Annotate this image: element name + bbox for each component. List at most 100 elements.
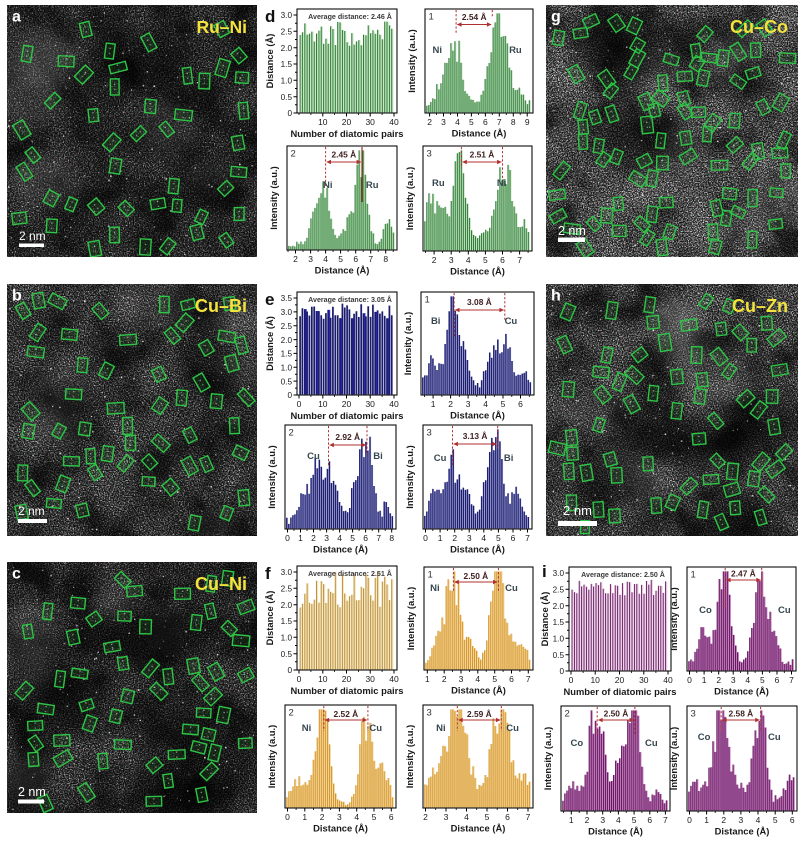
svg-text:7: 7 xyxy=(497,117,502,127)
svg-text:6: 6 xyxy=(775,675,780,685)
svg-text:2.5: 2.5 xyxy=(281,585,293,594)
svg-text:2: 2 xyxy=(289,708,294,719)
svg-text:Distance (Å): Distance (Å) xyxy=(714,686,769,697)
svg-text:Intensity (a.u.): Intensity (a.u.) xyxy=(542,727,553,791)
svg-text:2: 2 xyxy=(721,815,726,825)
svg-text:7: 7 xyxy=(663,815,668,825)
svg-text:Intensity (a.u.): Intensity (a.u.) xyxy=(268,166,279,230)
svg-text:Bi: Bi xyxy=(431,316,441,327)
svg-text:3.08 Å: 3.08 Å xyxy=(467,297,492,307)
svg-text:Distance (Å): Distance (Å) xyxy=(264,34,275,89)
svg-text:e: e xyxy=(265,290,274,309)
svg-text:Distance (Å): Distance (Å) xyxy=(264,316,275,371)
svg-text:7: 7 xyxy=(368,254,373,264)
svg-text:4: 4 xyxy=(475,674,480,684)
svg-text:2.50 Å: 2.50 Å xyxy=(604,709,629,719)
svg-text:1: 1 xyxy=(431,399,436,409)
svg-text:Number of diatomic pairs: Number of diatomic pairs xyxy=(290,128,403,139)
svg-text:3: 3 xyxy=(739,815,744,825)
svg-text:7: 7 xyxy=(376,533,381,543)
svg-text:3: 3 xyxy=(324,533,329,543)
svg-text:40: 40 xyxy=(389,117,399,127)
svg-text:0: 0 xyxy=(297,399,302,409)
svg-text:0: 0 xyxy=(285,533,290,543)
svg-text:Cu–Bi: Cu–Bi xyxy=(195,296,247,316)
svg-text:Co: Co xyxy=(570,738,583,749)
svg-text:2: 2 xyxy=(289,428,294,439)
svg-text:Number of diatomic pairs: Number of diatomic pairs xyxy=(290,685,403,696)
svg-text:20: 20 xyxy=(342,674,352,684)
svg-text:Ru: Ru xyxy=(432,178,445,189)
svg-text:10: 10 xyxy=(318,117,328,127)
svg-text:40: 40 xyxy=(389,674,399,684)
svg-text:d: d xyxy=(265,7,275,26)
svg-text:2: 2 xyxy=(716,675,721,685)
svg-text:b: b xyxy=(12,288,22,305)
svg-text:c: c xyxy=(12,566,21,583)
svg-text:0: 0 xyxy=(287,109,292,118)
svg-text:40: 40 xyxy=(389,399,399,409)
svg-text:30: 30 xyxy=(365,674,375,684)
svg-text:4: 4 xyxy=(466,255,471,265)
svg-text:7: 7 xyxy=(525,533,530,543)
svg-text:1.0: 1.0 xyxy=(553,635,565,644)
svg-text:1: 1 xyxy=(429,12,434,23)
svg-text:8: 8 xyxy=(383,254,388,264)
svg-text:Intensity (a.u.): Intensity (a.u.) xyxy=(266,445,277,509)
svg-text:Cu: Cu xyxy=(645,738,658,749)
svg-text:6: 6 xyxy=(518,399,523,409)
svg-text:2.92 Å: 2.92 Å xyxy=(335,432,360,442)
svg-text:Distance (Å): Distance (Å) xyxy=(313,823,368,834)
svg-text:2.59 Å: 2.59 Å xyxy=(467,709,492,719)
svg-text:7: 7 xyxy=(517,255,522,265)
svg-text:3: 3 xyxy=(308,254,313,264)
svg-text:0.5: 0.5 xyxy=(281,93,293,102)
svg-text:Distance (Å): Distance (Å) xyxy=(313,544,368,555)
svg-text:f: f xyxy=(265,564,271,583)
svg-text:2: 2 xyxy=(320,812,325,822)
svg-text:3: 3 xyxy=(444,812,449,822)
svg-text:Number of diatomic pairs: Number of diatomic pairs xyxy=(563,686,676,697)
svg-text:3.0: 3.0 xyxy=(281,11,293,20)
svg-text:Ru–Ni: Ru–Ni xyxy=(196,17,247,37)
svg-text:0: 0 xyxy=(569,675,574,685)
svg-text:40: 40 xyxy=(663,675,673,685)
svg-text:Cu–Ni: Cu–Ni xyxy=(195,574,247,594)
svg-text:Cu: Cu xyxy=(307,451,320,462)
svg-text:2.5: 2.5 xyxy=(281,28,293,37)
svg-text:2.0: 2.0 xyxy=(281,336,293,345)
svg-text:8: 8 xyxy=(389,533,394,543)
svg-text:1.5: 1.5 xyxy=(281,617,293,626)
svg-text:Co: Co xyxy=(698,732,711,743)
svg-text:Distance (Å): Distance (Å) xyxy=(715,826,770,837)
svg-text:4: 4 xyxy=(745,675,750,685)
svg-text:0: 0 xyxy=(297,674,302,684)
svg-text:Distance (Å): Distance (Å) xyxy=(588,826,643,837)
svg-text:Distance (Å): Distance (Å) xyxy=(264,591,275,646)
svg-text:0: 0 xyxy=(423,533,428,543)
svg-text:3: 3 xyxy=(466,399,471,409)
svg-text:4: 4 xyxy=(323,254,328,264)
svg-text:Average distance: 2.46 Å: Average distance: 2.46 Å xyxy=(308,12,392,21)
svg-text:7: 7 xyxy=(526,674,531,684)
svg-text:2: 2 xyxy=(293,254,298,264)
svg-text:6: 6 xyxy=(790,815,795,825)
svg-text:Distance (Å): Distance (Å) xyxy=(450,410,505,421)
svg-text:Cu: Cu xyxy=(505,316,518,327)
svg-text:2.0: 2.0 xyxy=(553,602,565,611)
svg-text:2.0: 2.0 xyxy=(281,44,293,53)
svg-text:3: 3 xyxy=(459,674,464,684)
svg-text:Cu: Cu xyxy=(505,583,518,594)
svg-text:i: i xyxy=(542,562,547,581)
svg-text:10: 10 xyxy=(590,675,600,685)
svg-text:1.0: 1.0 xyxy=(281,77,293,86)
svg-text:4: 4 xyxy=(455,117,460,127)
svg-text:2: 2 xyxy=(432,255,437,265)
svg-text:5: 5 xyxy=(338,254,343,264)
svg-text:2.5: 2.5 xyxy=(553,586,565,595)
svg-text:6: 6 xyxy=(511,533,516,543)
svg-text:6: 6 xyxy=(509,674,514,684)
svg-text:30: 30 xyxy=(639,675,649,685)
svg-text:3: 3 xyxy=(441,117,446,127)
svg-text:4: 4 xyxy=(337,533,342,543)
